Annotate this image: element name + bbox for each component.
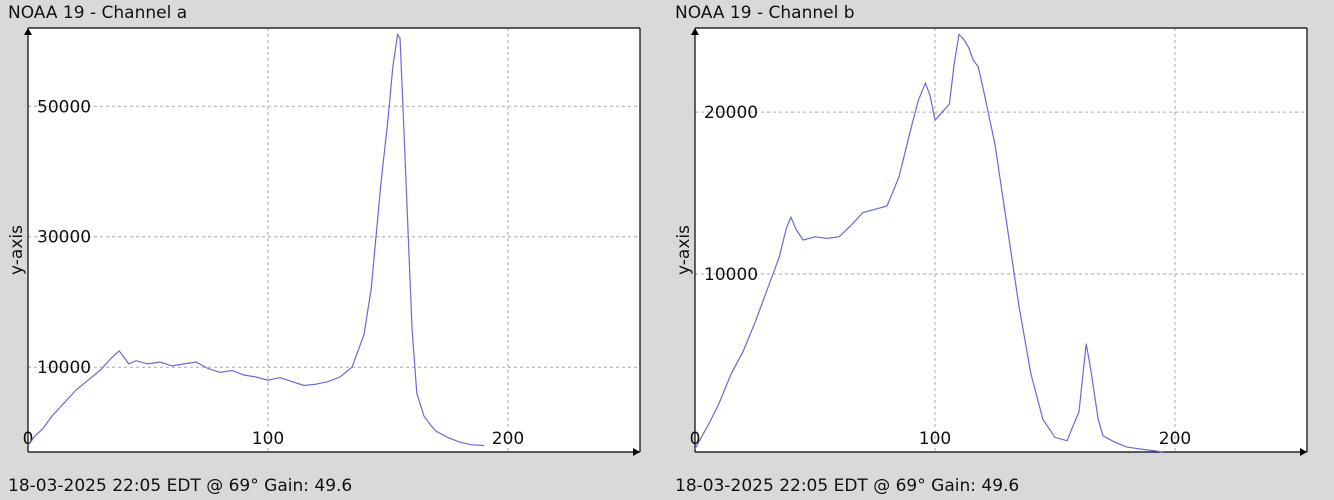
chart-title: NOAA 19 - Channel b	[675, 3, 855, 23]
chart-footer: 18-03-2025 22:05 EDT @ 69° Gain: 49.6	[675, 476, 1020, 496]
plot-area	[695, 28, 1307, 452]
plot-area	[28, 28, 640, 452]
chart-title: NOAA 19 - Channel a	[8, 3, 188, 23]
x-axis-arrow	[633, 448, 640, 456]
y-axis-label: y-axis	[674, 225, 694, 275]
y-tick-label: 20000	[704, 103, 758, 123]
x-axis-arrow	[1300, 448, 1307, 456]
x-tick-label: 200	[492, 429, 524, 449]
y-axis-arrow	[691, 28, 699, 35]
x-tick-label: 100	[252, 429, 284, 449]
y-tick-label: 10000	[704, 265, 758, 285]
y-tick-label: 50000	[37, 97, 91, 117]
y-tick-label: 30000	[37, 228, 91, 248]
chart-footer: 18-03-2025 22:05 EDT @ 69° Gain: 49.6	[8, 476, 353, 496]
x-tick-label: 100	[919, 429, 951, 449]
series-line	[27, 32, 485, 447]
y-axis-arrow	[24, 28, 32, 35]
x-tick-label: 200	[1159, 429, 1191, 449]
chart-panel-b: NOAA 19 - Channel b 0 100 200 10000 20000 y-a…	[667, 0, 1334, 500]
series-line	[694, 33, 1164, 453]
y-tick-label: 10000	[37, 358, 91, 378]
chart-panel-a: NOAA 19 - Channel a 0 100 200 10000 30000 500…	[7, 3, 641, 496]
y-axis-label: y-axis	[7, 225, 27, 275]
